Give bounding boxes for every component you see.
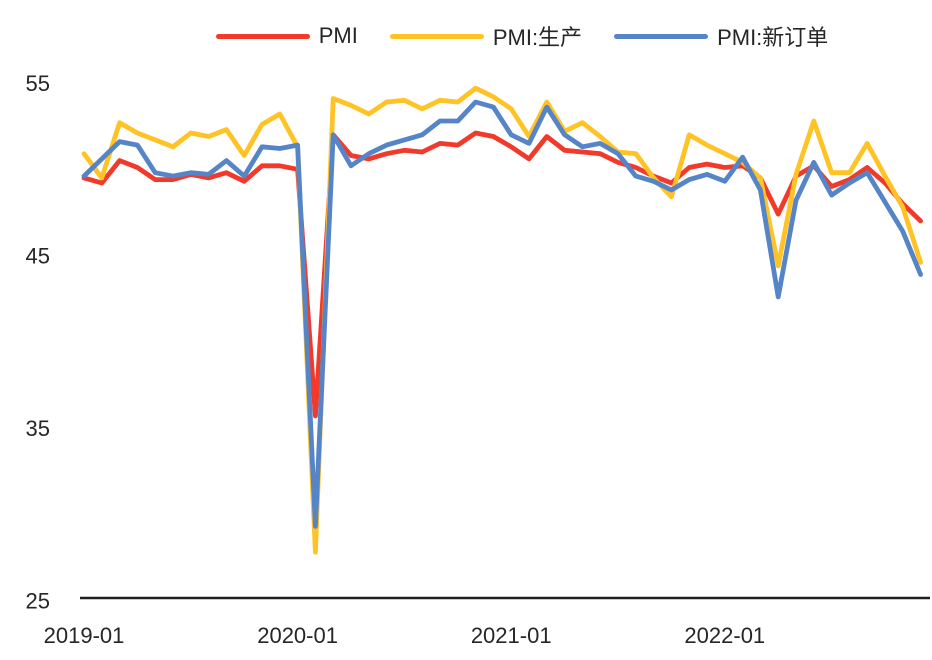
y-axis-tick-label: 55: [26, 71, 50, 96]
x-axis-tick-label: 2022-01: [684, 623, 765, 648]
x-axis-tick-label: 2021-01: [471, 623, 552, 648]
y-axis-tick-label: 45: [26, 244, 50, 269]
legend-item-pmi-production: PMI:生产: [389, 20, 583, 52]
legend-label-pmi-new-orders: PMI:新订单: [717, 25, 829, 50]
legend-item-pmi-new-orders: PMI:新订单: [614, 20, 828, 52]
pmi-new-orders-legend-line-icon: [614, 33, 709, 39]
y-axis-tick-label: 35: [26, 416, 50, 441]
x-axis-tick-label: 2019-01: [44, 623, 125, 648]
y-axis-tick-label: 25: [26, 589, 50, 614]
series-line-pmi-production: [81, 85, 923, 555]
series-line-pmi-new-orders: [81, 99, 923, 529]
pmi-legend-line-icon: [215, 33, 310, 39]
pmi-production-legend-line-icon: [389, 33, 484, 39]
legend-item-pmi: PMI: [215, 23, 358, 49]
x-axis-tick-label: 2020-01: [257, 623, 338, 648]
legend-label-pmi: PMI: [318, 23, 358, 48]
legend-label-pmi-production: PMI:生产: [492, 25, 583, 50]
series-line-pmi: [81, 130, 923, 419]
chart-legend: PMI PMI:生产 PMI:新订单: [0, 18, 932, 54]
